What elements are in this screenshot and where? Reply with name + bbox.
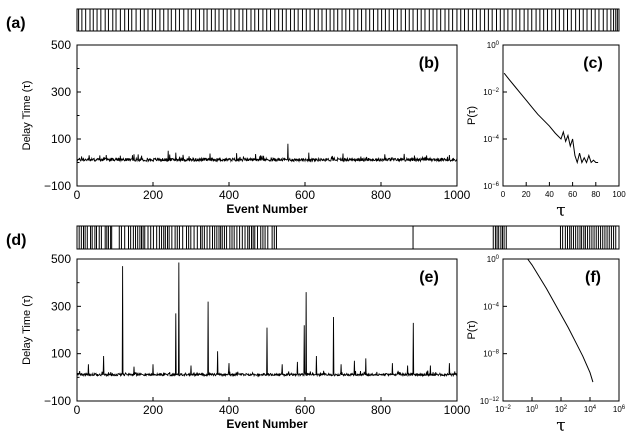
x-axis-label-c: τ	[556, 201, 565, 221]
plot-frame-c	[502, 44, 620, 187]
y-tick-label-f-2: 10−8	[483, 350, 499, 359]
y-tick-label-f-3: 10−12	[480, 397, 500, 406]
y-axis-label-e: Delay Time (τ)	[21, 295, 33, 365]
y-tick-label-e-0: −100	[44, 394, 71, 408]
series-line-f	[527, 258, 594, 383]
x-tick-label-c-5: 100	[612, 190, 626, 199]
x-tick-label-b-5: 1000	[444, 188, 471, 202]
x-tick-label-f-2: 102	[555, 405, 568, 414]
x-tick-label-c-2: 40	[545, 190, 554, 199]
y-axis-label-c: P(τ)	[466, 106, 478, 125]
y-tick-label-b-1: 100	[51, 132, 71, 146]
x-axis-label-f: τ	[556, 416, 565, 436]
y-tick-label-e-3: 500	[51, 252, 71, 266]
panel-letter-c: (c)	[583, 55, 603, 72]
y-tick-label-c-2: 10−4	[483, 135, 499, 144]
x-tick-label-b-4: 800	[371, 188, 391, 202]
panel-letter-e: (e)	[419, 269, 439, 286]
series-line-b	[76, 143, 458, 163]
x-tick-label-e-5: 1000	[444, 403, 471, 417]
plot-frame-b	[76, 44, 458, 187]
barcode-frame-a	[76, 8, 620, 32]
x-tick-label-e-0: 0	[74, 403, 81, 417]
y-tick-label-c-3: 10−6	[483, 182, 499, 191]
panel-letter-d: (d)	[6, 232, 26, 249]
barcode-frame-d	[76, 225, 620, 250]
x-tick-label-b-3: 600	[295, 188, 315, 202]
series-line-e	[76, 262, 458, 378]
x-tick-label-e-3: 600	[295, 403, 315, 417]
y-tick-label-f-0: 100	[487, 255, 500, 264]
plot-frame-f	[502, 258, 620, 402]
y-tick-label-c-0: 100	[487, 41, 500, 50]
x-tick-label-b-1: 200	[143, 188, 163, 202]
series-line-c	[503, 72, 599, 165]
x-tick-label-b-2: 400	[219, 188, 239, 202]
x-tick-label-e-4: 800	[371, 403, 391, 417]
panel-letter-f: (f)	[585, 269, 601, 286]
y-tick-label-f-1: 10−4	[483, 302, 499, 311]
x-axis-label-e: Event Number	[226, 417, 308, 431]
x-tick-label-b-0: 0	[74, 188, 81, 202]
x-tick-label-c-0: 0	[501, 190, 506, 199]
x-tick-label-e-1: 200	[143, 403, 163, 417]
y-tick-label-b-2: 300	[51, 85, 71, 99]
y-tick-label-e-1: 100	[51, 347, 71, 361]
x-tick-label-f-1: 100	[526, 405, 539, 414]
panel-letter-b: (b)	[419, 55, 439, 72]
x-tick-label-e-2: 400	[219, 403, 239, 417]
x-tick-label-c-4: 80	[591, 190, 600, 199]
x-tick-label-f-3: 104	[584, 405, 597, 414]
x-tick-label-c-3: 60	[568, 190, 577, 199]
x-tick-label-f-4: 106	[613, 405, 626, 414]
y-tick-label-b-0: −100	[44, 179, 71, 193]
x-axis-label-b: Event Number	[226, 202, 308, 216]
y-tick-label-c-1: 10−2	[483, 88, 499, 97]
y-axis-label-f: P(τ)	[466, 320, 478, 339]
x-tick-label-f-0: 10−2	[495, 405, 511, 414]
x-tick-label-c-1: 20	[522, 190, 531, 199]
y-tick-label-b-3: 500	[51, 38, 71, 52]
y-axis-label-b: Delay Time (τ)	[21, 81, 33, 151]
panel-letter-a: (a)	[6, 15, 26, 32]
y-tick-label-e-2: 300	[51, 299, 71, 313]
